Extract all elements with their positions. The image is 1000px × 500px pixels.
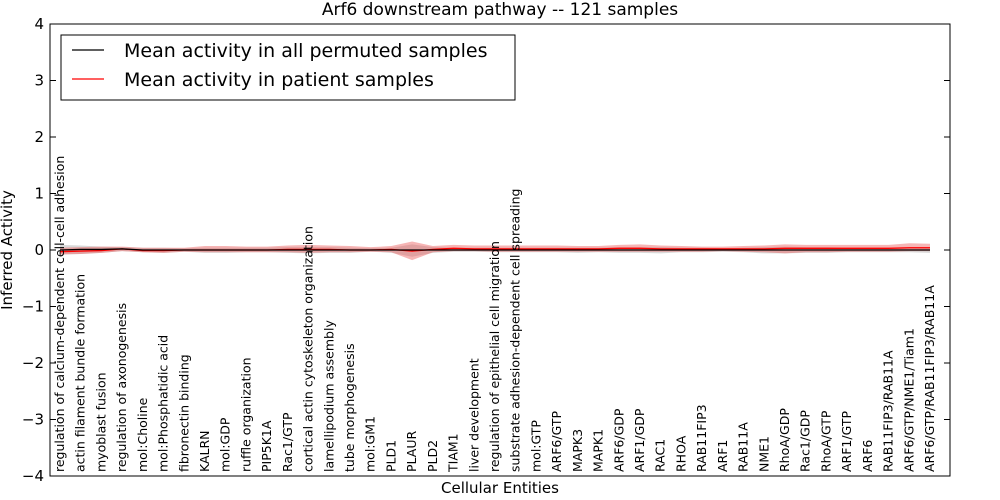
y-tick-label: 0 <box>34 241 44 259</box>
category-label: ARF6/GTP/RAB11FIP3/RAB11A <box>922 285 937 472</box>
line-series-0 <box>59 248 930 251</box>
category-label: mol:GDP <box>218 417 233 472</box>
category-label: MAPK1 <box>591 429 606 472</box>
y-tick-label: −4 <box>22 467 44 485</box>
category-label: mol:Phosphatidic acid <box>156 335 171 472</box>
category-label: RhoA/GDP <box>777 408 792 472</box>
y-axis-label: Inferred Activity <box>0 190 16 310</box>
category-label: regulation of epithelial cell migration <box>487 241 502 472</box>
legend-label-permuted: Mean activity in all permuted samples <box>124 40 487 62</box>
category-label: ARF1/GDP <box>632 408 647 472</box>
series-lines <box>59 247 930 253</box>
category-labels: regulation of calcium-dependent cell-cel… <box>52 156 937 473</box>
legend-label-patient: Mean activity in patient samples <box>124 69 434 91</box>
y-tick-label: −3 <box>22 411 44 429</box>
y-axis: −4 −3 −2 −1 0 1 2 3 4 <box>22 15 950 485</box>
category-label: regulation of calcium-dependent cell-cel… <box>52 156 67 472</box>
category-label: myoblast fusion <box>93 372 108 472</box>
x-axis-label: Cellular Entities <box>441 479 559 497</box>
category-label: ruffle organization <box>238 357 253 472</box>
category-label: RAB11A <box>736 422 751 472</box>
category-label: substrate adhesion-dependent cell spread… <box>508 189 523 472</box>
category-label: Rac1/GDP <box>798 410 813 472</box>
legend-box <box>60 34 516 101</box>
category-label: ARF6/GTP/NME1/Tiam1 <box>901 328 916 472</box>
chart-title: Arf6 downstream pathway -- 121 samples <box>322 0 678 20</box>
category-label: RhoA/GTP <box>818 410 833 472</box>
y-tick-label: −2 <box>22 354 44 372</box>
category-label: KALRN <box>197 430 212 472</box>
category-label: mol:Choline <box>135 397 150 472</box>
category-label: ARF6 <box>860 440 875 472</box>
category-label: mol:GTP <box>528 420 543 472</box>
category-label: ARF1 <box>715 440 730 472</box>
category-label: PLD1 <box>383 440 398 472</box>
category-label: cortical actin cytoskeleton organization <box>301 226 316 472</box>
category-label: TIAM1 <box>446 433 461 473</box>
category-label: regulation of axonogenesis <box>114 303 129 472</box>
category-label: PLD2 <box>425 440 440 472</box>
category-label: actin filament bundle formation <box>73 274 88 472</box>
category-label: lamellipodium assembly <box>321 320 336 472</box>
category-label: RHOA <box>673 435 688 472</box>
category-label: NME1 <box>756 436 771 472</box>
y-tick-label: 4 <box>34 15 44 33</box>
category-label: ARF6/GDP <box>611 408 626 472</box>
category-label: tube morphogenesis <box>342 343 357 472</box>
category-label: Rac1/GTP <box>280 412 295 472</box>
category-label: PIP5K1A <box>259 420 274 472</box>
category-label: PLAUR <box>404 431 419 472</box>
category-label: liver development <box>466 358 481 472</box>
category-label: RAB11FIP3 <box>694 404 709 472</box>
band-series-1 <box>60 241 930 261</box>
category-label: MAPK3 <box>570 429 585 472</box>
category-label: mol:GM1 <box>363 416 378 472</box>
y-tick-label: 1 <box>34 185 44 203</box>
category-label: ARF6/GTP <box>549 411 564 472</box>
category-label: fibronectin binding <box>176 354 191 472</box>
category-label: RAC1 <box>653 439 668 472</box>
legend: Mean activity in all permuted samples Me… <box>60 34 516 101</box>
category-label: ARF1/GTP <box>839 411 854 472</box>
y-tick-label: −1 <box>22 298 44 316</box>
y-tick-label: 3 <box>34 72 44 90</box>
y-tick-label: 2 <box>34 128 44 146</box>
category-label: RAB11FIP3/RAB11A <box>881 350 896 472</box>
